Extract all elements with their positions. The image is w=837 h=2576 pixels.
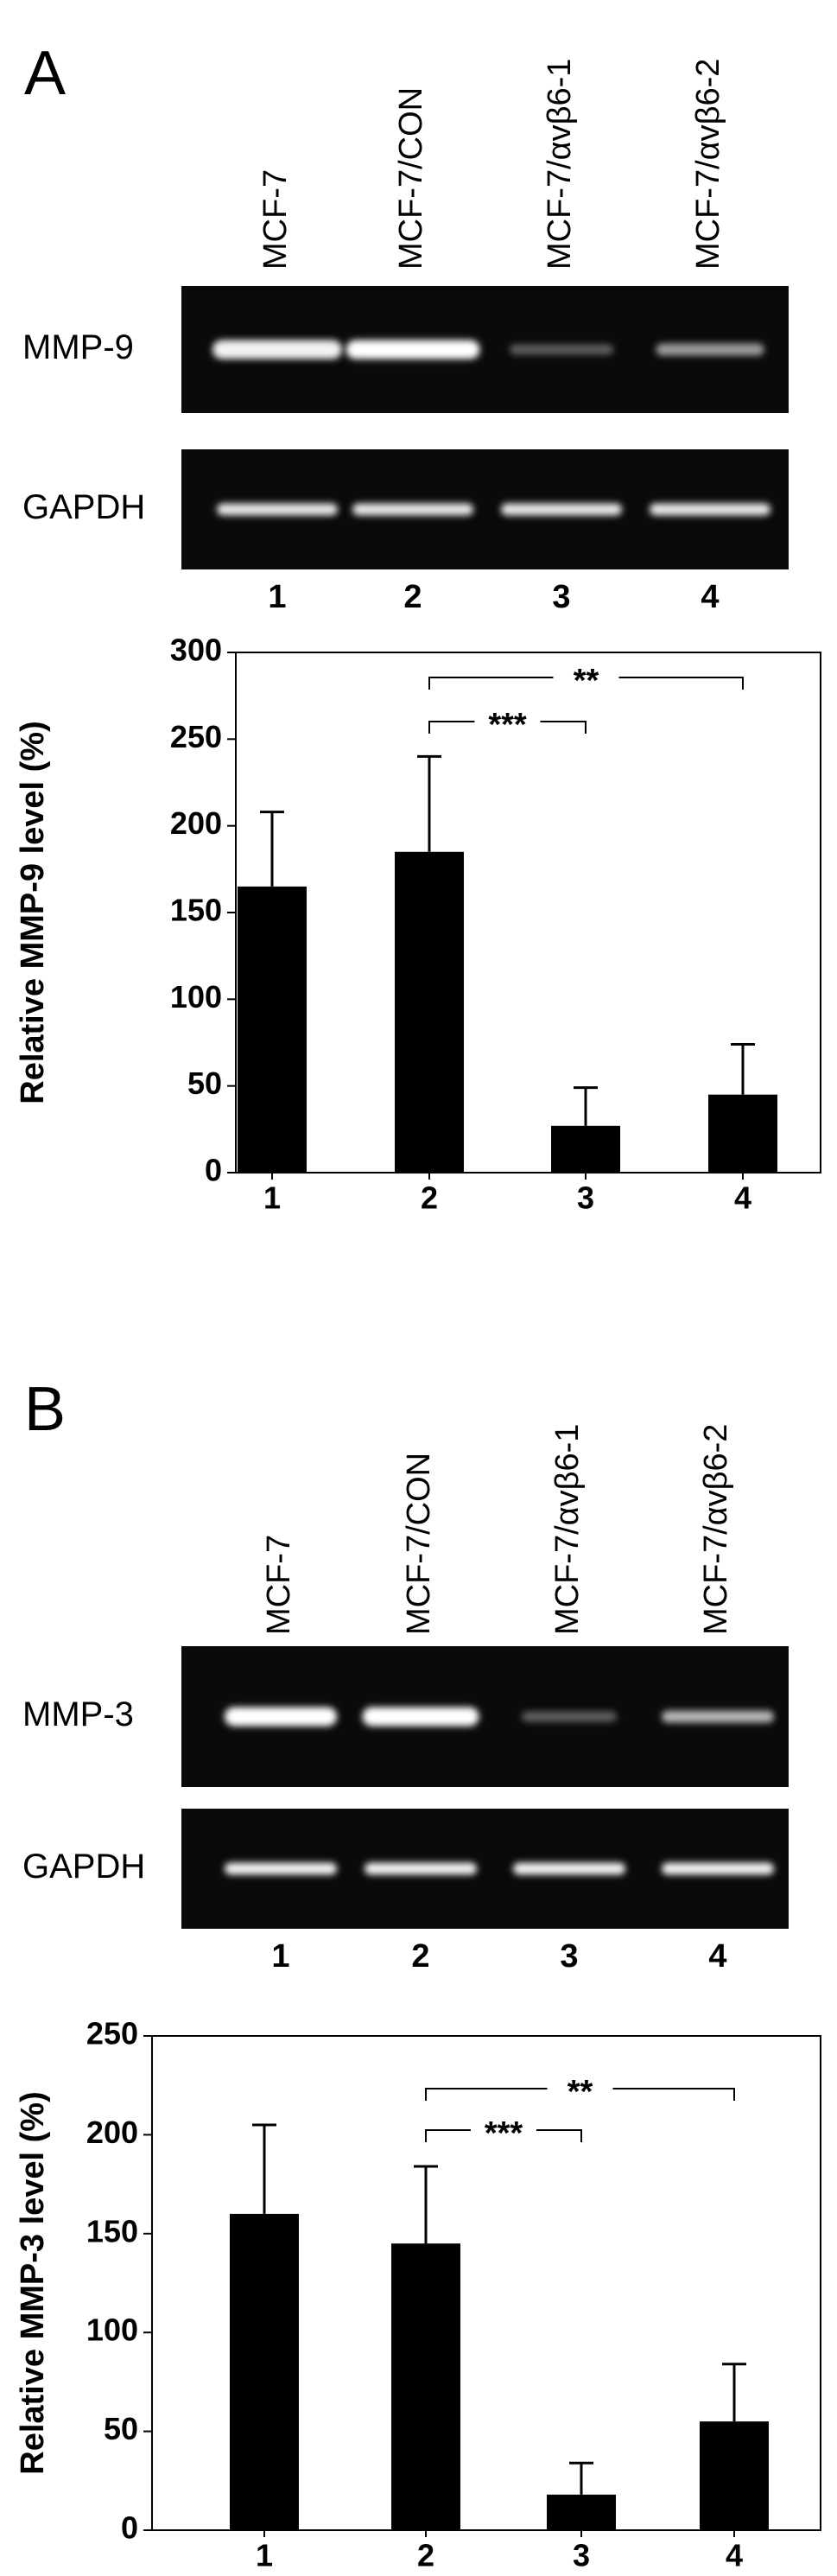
y-tick-label: 100 xyxy=(86,2312,138,2348)
bar xyxy=(551,1125,620,1173)
bar xyxy=(238,886,307,1173)
gel-band xyxy=(513,1862,625,1875)
gel-band xyxy=(650,503,770,516)
y-tick-label: 250 xyxy=(86,2016,138,2051)
bar xyxy=(700,2421,769,2530)
gel-band xyxy=(510,344,613,355)
lane-label: MCF-7/CON xyxy=(401,1453,437,1635)
lane-number: 2 xyxy=(411,1938,429,1975)
y-tick-label: 50 xyxy=(104,2411,138,2446)
lane-label: MCF-7/αvβ6-1 xyxy=(542,59,578,270)
panel-letter: A xyxy=(24,39,66,108)
gel-band xyxy=(225,1707,337,1727)
plot-frame xyxy=(151,2035,821,2531)
gel-row-label: MMP-9 xyxy=(22,328,134,366)
x-tick-label: 1 xyxy=(256,2538,273,2573)
y-axis-title: Relative MMP-3 level (%) xyxy=(15,2091,51,2474)
y-tick-label: 150 xyxy=(86,2213,138,2248)
y-tick-label: 0 xyxy=(205,1153,222,1188)
x-tick-label: 4 xyxy=(734,1180,751,1216)
annotation-bg xyxy=(553,667,619,688)
x-tick-label: 3 xyxy=(573,2538,590,2573)
x-tick-label: 1 xyxy=(263,1180,281,1216)
significance-label: *** xyxy=(485,2115,523,2152)
lane-number: 3 xyxy=(560,1938,578,1975)
bar xyxy=(708,1094,777,1173)
significance-label: *** xyxy=(488,707,527,743)
gel-band xyxy=(656,343,764,356)
gel-band xyxy=(346,340,480,359)
annotation-bg xyxy=(471,2120,536,2140)
lane-number: 2 xyxy=(403,579,422,615)
lane-number: 3 xyxy=(552,579,570,615)
bar xyxy=(391,2243,460,2530)
lane-number: 1 xyxy=(271,1938,289,1975)
gel-row-label: GAPDH xyxy=(22,1848,145,1886)
gel-row-label: MMP-3 xyxy=(22,1695,134,1733)
gel-band xyxy=(662,1862,774,1875)
gel-band xyxy=(501,503,622,516)
gel-band xyxy=(662,1710,774,1723)
y-tick-label: 50 xyxy=(187,1065,222,1101)
x-tick-label: 2 xyxy=(421,1180,438,1216)
gel-row-label: GAPDH xyxy=(22,488,145,526)
y-axis-title: Relative MMP-9 level (%) xyxy=(15,721,51,1104)
bar xyxy=(395,851,464,1173)
y-tick-label: 150 xyxy=(170,893,222,928)
y-tick-label: 300 xyxy=(170,633,222,668)
panel-letter: B xyxy=(24,1375,66,1444)
annotation-bg xyxy=(547,2078,613,2099)
significance-label: ** xyxy=(568,2074,593,2110)
significance-label: ** xyxy=(574,663,599,699)
y-tick-label: 200 xyxy=(86,2115,138,2150)
lane-number: 4 xyxy=(701,579,719,615)
gel-band xyxy=(217,503,338,516)
x-tick-label: 4 xyxy=(726,2538,743,2573)
y-tick-label: 200 xyxy=(170,805,222,841)
lane-label: MCF-7/αvβ6-2 xyxy=(690,59,726,270)
annotation-bg xyxy=(474,711,541,732)
lane-label: MCF-7/αvβ6-2 xyxy=(698,1424,734,1635)
gel-band xyxy=(365,1862,477,1875)
y-tick-label: 100 xyxy=(170,979,222,1014)
gel-band xyxy=(212,340,342,359)
gel-band xyxy=(225,1862,337,1875)
lane-label: MCF-7 xyxy=(257,169,294,270)
x-tick-label: 3 xyxy=(577,1180,594,1216)
x-tick-label: 2 xyxy=(417,2538,434,2573)
lane-number: 1 xyxy=(268,579,286,615)
gel-band xyxy=(352,503,473,516)
bar xyxy=(230,2213,299,2530)
gel-band xyxy=(522,1711,617,1722)
y-tick-label: 0 xyxy=(121,2510,138,2546)
bar xyxy=(547,2494,616,2530)
lane-number: 4 xyxy=(708,1938,726,1975)
lane-label: MCF-7 xyxy=(261,1535,297,1635)
lane-label: MCF-7/CON xyxy=(393,87,429,270)
lane-label: MCF-7/αvβ6-1 xyxy=(549,1424,586,1635)
y-tick-label: 250 xyxy=(170,719,222,754)
gel-band xyxy=(362,1707,479,1727)
